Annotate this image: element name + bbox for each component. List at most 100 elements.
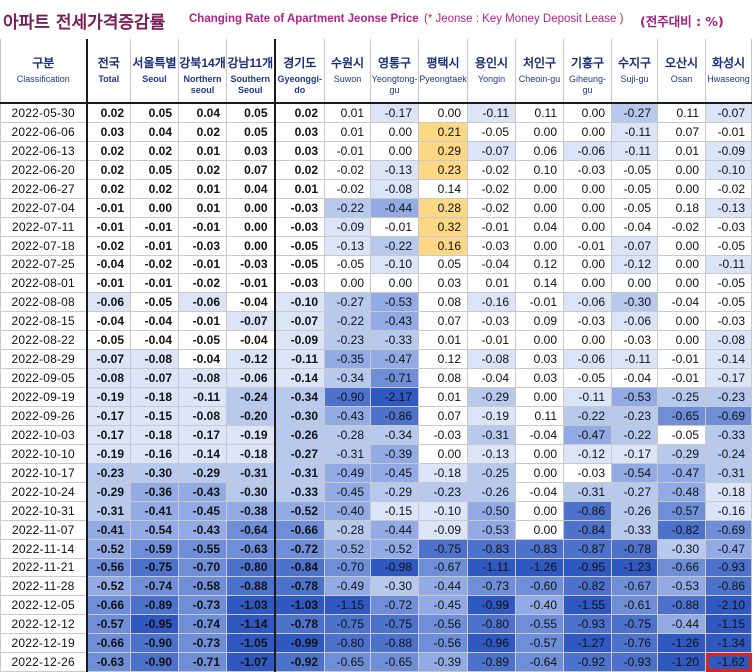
value-cell: -0.24	[226, 387, 276, 407]
date-cell: 2022-06-27	[0, 178, 88, 199]
value-cell: 0.00	[226, 197, 276, 218]
col-header-ko: 강남11개	[226, 39, 276, 72]
value-cell: 0.08	[418, 292, 468, 313]
value-cell: -0.01	[130, 273, 179, 294]
value-cell: -0.03	[178, 235, 227, 256]
value-cell: -0.01	[178, 216, 227, 237]
value-cell: -0.06	[563, 140, 612, 161]
value-cell: -0.47	[657, 462, 706, 483]
date-cell: 2022-12-12	[0, 614, 88, 635]
value-cell: -0.17	[86, 424, 131, 445]
value-cell: -0.17	[178, 424, 227, 445]
value-cell: 0.00	[418, 102, 468, 123]
value-cell: 0.00	[130, 197, 179, 218]
value-cell: -0.73	[467, 576, 516, 597]
date-cell: 2022-10-17	[0, 462, 88, 483]
value-cell: -0.14	[178, 443, 227, 464]
value-cell: 0.00	[370, 121, 419, 142]
value-cell: -0.35	[324, 349, 371, 370]
value-cell: -0.08	[178, 368, 227, 389]
value-cell: -0.78	[274, 576, 325, 597]
value-cell: -0.73	[178, 595, 227, 616]
value-cell: -0.56	[418, 614, 468, 635]
value-cell: 0.00	[226, 216, 276, 237]
value-cell: 0.01	[418, 387, 468, 407]
value-cell: -0.04	[86, 254, 131, 275]
value-cell: -0.74	[178, 614, 227, 635]
value-cell: -0.45	[370, 462, 419, 483]
value-cell: -0.45	[324, 481, 371, 502]
value-cell: -0.30	[130, 462, 179, 483]
value-cell: 0.00	[515, 330, 564, 351]
value-cell: -0.23	[611, 406, 658, 426]
value-cell: -0.22	[370, 235, 419, 256]
col-header-ko: 평택시	[418, 39, 468, 72]
col-header-en: Classification	[0, 72, 88, 104]
value-cell: -0.25	[467, 462, 516, 483]
value-cell: -0.06	[178, 292, 227, 313]
col-header-ko: 처인구	[515, 39, 564, 72]
value-cell: -0.47	[705, 538, 752, 559]
col-header-en: Seoul	[130, 72, 179, 104]
value-cell: 0.00	[370, 140, 419, 161]
value-cell: -0.55	[515, 614, 564, 635]
value-cell: 0.05	[130, 102, 179, 123]
value-cell: -0.01	[86, 273, 131, 294]
value-cell: -0.01	[130, 235, 179, 256]
value-cell: 0.01	[324, 121, 371, 142]
value-cell: 0.02	[86, 178, 131, 199]
value-cell: -0.47	[370, 349, 419, 370]
value-cell: -1.26	[657, 633, 706, 654]
value-cell: -0.95	[130, 614, 179, 635]
value-cell: -0.78	[611, 538, 658, 559]
value-cell: 0.00	[657, 330, 706, 351]
header-row-korean: 구분 전국 서울특별 강북14개 강남11개 경기도 수원시 영통구 평택시 용…	[0, 39, 752, 72]
value-cell: 0.00	[515, 197, 564, 218]
value-cell: 0.10	[515, 159, 564, 180]
col-header-ko: 전국	[86, 39, 131, 72]
value-cell: -0.16	[130, 443, 179, 464]
value-cell: -0.12	[226, 349, 276, 370]
value-cell: -0.01	[324, 140, 371, 161]
value-cell: -0.01	[86, 216, 131, 237]
value-cell: -1.11	[467, 557, 516, 578]
date-cell: 2022-09-26	[0, 406, 88, 426]
value-cell: -0.24	[705, 443, 752, 464]
value-cell: 0.00	[657, 273, 706, 294]
col-header-ko: 수원시	[324, 39, 371, 72]
value-cell: -0.60	[515, 576, 564, 597]
value-cell: -0.26	[611, 500, 658, 521]
value-cell: 0.00	[515, 519, 564, 540]
value-cell: -0.88	[370, 633, 419, 654]
value-cell: -0.53	[467, 519, 516, 540]
value-cell: -0.22	[324, 311, 371, 332]
value-cell: -0.31	[274, 462, 325, 483]
value-cell: 0.01	[274, 178, 325, 199]
value-cell: -0.83	[515, 538, 564, 559]
value-cell: -0.08	[370, 178, 419, 199]
unit-label: (전주대비 : %)	[640, 14, 724, 29]
value-cell: 0.00	[563, 121, 612, 142]
value-cell: 0.00	[657, 178, 706, 199]
value-cell: -0.40	[515, 595, 564, 616]
value-cell: -0.09	[418, 519, 468, 540]
value-cell: 0.09	[515, 311, 564, 332]
value-cell: 0.08	[418, 368, 468, 389]
table-row: 2022-11-28 -0.52 -0.74 -0.58 -0.88 -0.78 -0.49…	[0, 576, 752, 597]
value-cell: -0.01	[370, 216, 419, 237]
value-cell: -0.80	[324, 633, 371, 654]
value-cell: -0.34	[370, 424, 419, 445]
value-cell: -0.05	[178, 330, 227, 351]
value-cell: -0.03	[563, 159, 612, 180]
value-cell: -0.52	[86, 538, 131, 559]
value-cell: -0.09	[705, 140, 752, 161]
value-cell: -0.04	[611, 368, 658, 389]
value-cell: -0.02	[324, 159, 371, 180]
value-cell: -0.84	[274, 557, 325, 578]
value-cell: -0.03	[705, 311, 752, 332]
date-cell: 2022-05-30	[0, 102, 88, 123]
value-cell: -0.19	[86, 387, 131, 407]
value-cell: -0.41	[130, 500, 179, 521]
col-header-en: Yeongtong-gu	[370, 72, 419, 104]
date-cell: 2022-11-21	[0, 557, 88, 578]
